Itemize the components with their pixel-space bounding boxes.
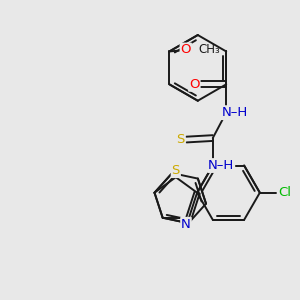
Text: CH₃: CH₃ [198,44,220,56]
Text: N–H: N–H [208,159,234,172]
Text: N: N [181,218,191,231]
Text: N–H: N–H [221,106,248,119]
Text: O: O [181,44,191,56]
Text: S: S [176,133,185,146]
Text: O: O [189,78,200,91]
Text: Cl: Cl [279,186,292,199]
Text: S: S [172,164,180,177]
